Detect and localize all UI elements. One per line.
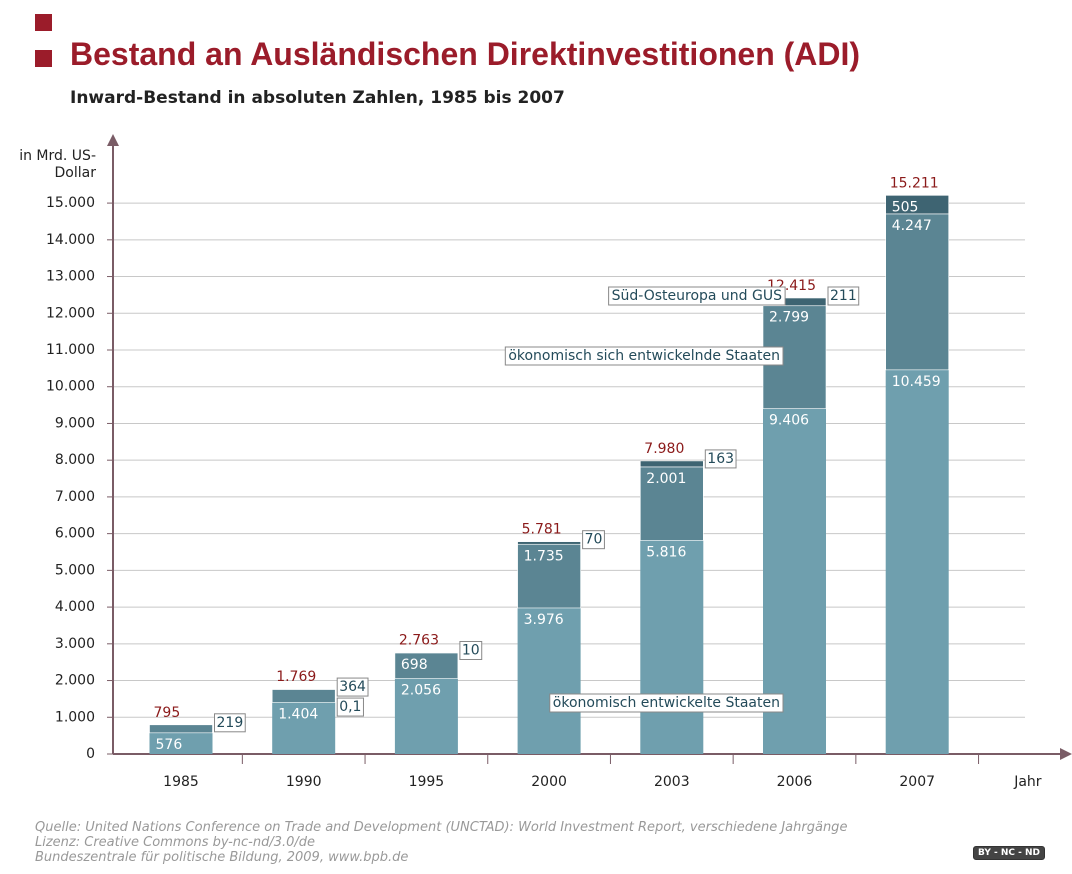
value-label: 698 <box>401 657 428 673</box>
x-tick-label: 2007 <box>899 774 935 790</box>
value-label: 219 <box>217 715 244 731</box>
bar-segment <box>149 724 213 734</box>
value-label: 2.056 <box>401 682 441 698</box>
x-axis-arrow <box>1060 748 1072 760</box>
y-tick-label: 4.000 <box>55 599 95 615</box>
total-label: 2.763 <box>399 633 439 649</box>
value-label-box <box>459 640 483 660</box>
decor-square <box>35 14 52 31</box>
value-label: 4.247 <box>892 218 932 234</box>
y-tick-label: 2.000 <box>55 673 95 689</box>
value-label: 211 <box>830 288 857 304</box>
legend-box <box>504 346 784 366</box>
x-tick-label: 2006 <box>777 774 813 790</box>
y-tick-label: 15.000 <box>46 195 95 211</box>
x-tick-label: 2000 <box>531 774 567 790</box>
bar-segment <box>885 195 950 215</box>
legend-box <box>608 286 786 306</box>
chart-subtitle: Inward-Bestand in absoluten Zahlen, 1985… <box>70 88 565 108</box>
y-axis-label: in Mrd. US-Dollar <box>19 148 96 181</box>
chart-title: Bestand an Ausländischen Direktinvestiti… <box>70 36 861 72</box>
total-label: 7.980 <box>644 441 684 457</box>
y-tick-label: 13.000 <box>46 269 95 285</box>
value-label: 364 <box>339 679 366 695</box>
decor-square <box>35 50 52 67</box>
source-line: Lizenz: Creative Commons by-nc-nd/3.0/de <box>35 835 316 850</box>
value-label: 2.001 <box>646 471 686 487</box>
bar-segment <box>640 540 704 754</box>
legend-label: Süd-Osteuropa und GUS <box>612 288 782 304</box>
x-tick-label: 2003 <box>654 774 690 790</box>
value-label: 1.404 <box>278 706 318 722</box>
bar-segment <box>394 652 459 679</box>
legend-box <box>549 693 784 713</box>
y-tick-label: 10.000 <box>46 379 95 395</box>
value-label: 576 <box>156 737 183 753</box>
y-tick-label: 7.000 <box>55 489 95 505</box>
x-tick-label: 1990 <box>286 774 322 790</box>
x-axis-label: Jahr <box>1013 774 1042 790</box>
y-tick-label: 9.000 <box>55 415 95 431</box>
value-label-box <box>827 286 860 306</box>
value-label: 10 <box>462 642 480 658</box>
value-label: 1.735 <box>524 548 564 564</box>
value-label: 163 <box>707 451 734 467</box>
bar-segment <box>517 607 581 754</box>
bar-segment <box>271 688 336 703</box>
value-label: 0,1 <box>339 699 361 715</box>
total-label: 1.769 <box>276 669 316 685</box>
bar-segment <box>517 541 581 545</box>
bar-segment <box>394 678 458 754</box>
y-tick-label: 14.000 <box>46 232 95 248</box>
value-label-box <box>336 677 369 697</box>
total-label: 795 <box>154 705 181 721</box>
bar-segment <box>639 460 704 468</box>
y-tick-label: 8.000 <box>55 452 95 468</box>
value-label-box <box>336 697 364 717</box>
y-tick-label: 3.000 <box>55 636 95 652</box>
source: Quelle: United Nations Conference on Tra… <box>35 820 847 865</box>
y-tick-label: 11.000 <box>46 342 95 358</box>
bar-segment <box>272 702 336 754</box>
y-tick-label: 5.000 <box>55 562 95 578</box>
license-badge: BY - NC - ND <box>973 846 1046 860</box>
value-label: 3.976 <box>524 612 564 628</box>
value-label-box <box>214 713 246 733</box>
total-label: 15.211 <box>890 175 939 191</box>
value-label-box <box>704 449 737 469</box>
y-tick-label: 6.000 <box>55 526 95 542</box>
bar-segment <box>271 688 336 690</box>
bar-segment <box>149 732 213 754</box>
bar-segment <box>394 652 459 654</box>
source-line: Bundeszentrale für politische Bildung, 2… <box>35 850 409 865</box>
legend-label: ökonomisch sich entwickelnde Staaten <box>508 348 780 364</box>
value-label: 2.799 <box>769 310 809 326</box>
legend-label: ökonomisch entwickelte Staaten <box>553 695 780 711</box>
y-tick-label: 1.000 <box>55 709 95 725</box>
bar-segment <box>885 369 949 754</box>
value-label: 5.816 <box>646 544 686 560</box>
value-label: 9.406 <box>769 413 809 429</box>
value-label: 505 <box>892 199 919 215</box>
value-label-box <box>582 530 605 550</box>
bar-segment <box>517 543 581 609</box>
y-tick-label: 0 <box>86 746 95 762</box>
x-tick-label: 1985 <box>163 774 199 790</box>
x-tick-label: 1995 <box>409 774 445 790</box>
value-label: 10.459 <box>892 374 941 390</box>
y-tick-label: 12.000 <box>46 305 95 321</box>
source-line: Quelle: United Nations Conference on Tra… <box>35 820 848 835</box>
bar-segment <box>885 213 950 371</box>
value-label: 70 <box>585 532 603 548</box>
y-axis-arrow <box>107 134 119 146</box>
total-label: 5.781 <box>522 522 562 538</box>
